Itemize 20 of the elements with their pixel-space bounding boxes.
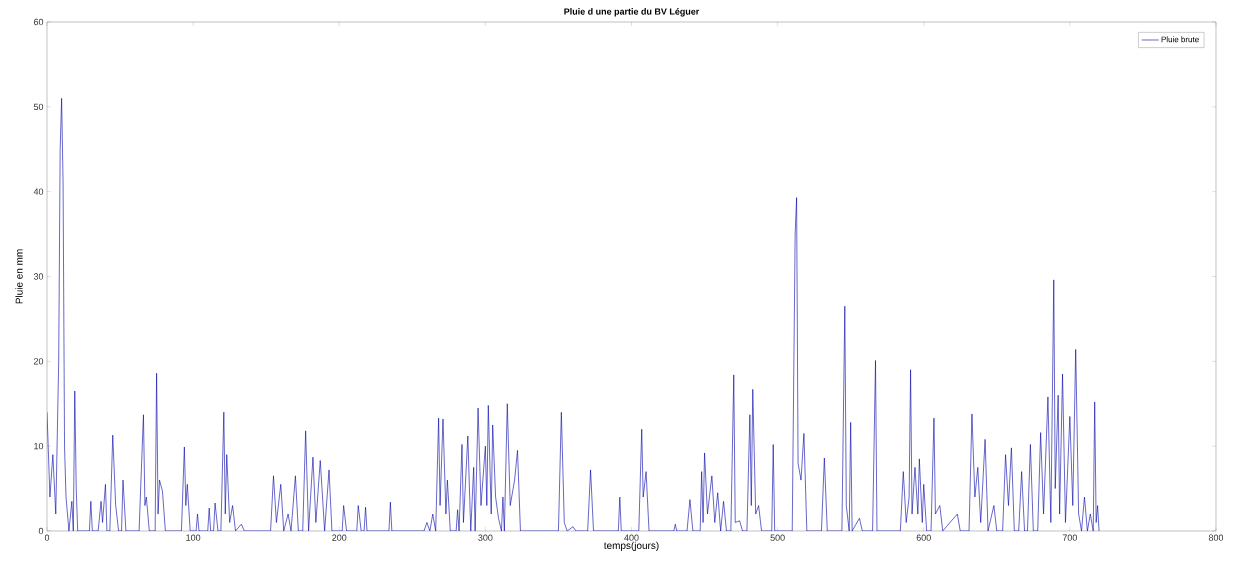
x-tick-label: 800 <box>1208 534 1224 541</box>
y-tick-label: 30 <box>33 273 44 280</box>
x-tick-label: 100 <box>186 534 201 541</box>
y-tick-label: 50 <box>33 103 44 110</box>
x-tick-label: 300 <box>478 534 493 541</box>
y-axis-title: Pluie en mm <box>15 249 23 304</box>
x-tick-label: 600 <box>916 534 931 541</box>
y-tick-label: 10 <box>34 442 44 450</box>
line-series <box>47 98 1100 531</box>
x-tick-label: 200 <box>332 534 347 541</box>
x-tick-label: 400 <box>624 534 639 541</box>
y-tick-label: 60 <box>33 18 44 26</box>
x-tick-label: 500 <box>770 534 785 541</box>
y-tick-label: 40 <box>33 188 44 195</box>
x-tick-label: 0 <box>44 534 50 541</box>
chart-title: Pluie d une partie du BV Léguer <box>564 8 700 17</box>
y-tick-label: 20 <box>33 358 44 365</box>
x-tick-label: 700 <box>1062 534 1077 541</box>
x-axis-title: temps(jours) <box>603 541 659 551</box>
y-tick-label: 0 <box>38 527 44 535</box>
